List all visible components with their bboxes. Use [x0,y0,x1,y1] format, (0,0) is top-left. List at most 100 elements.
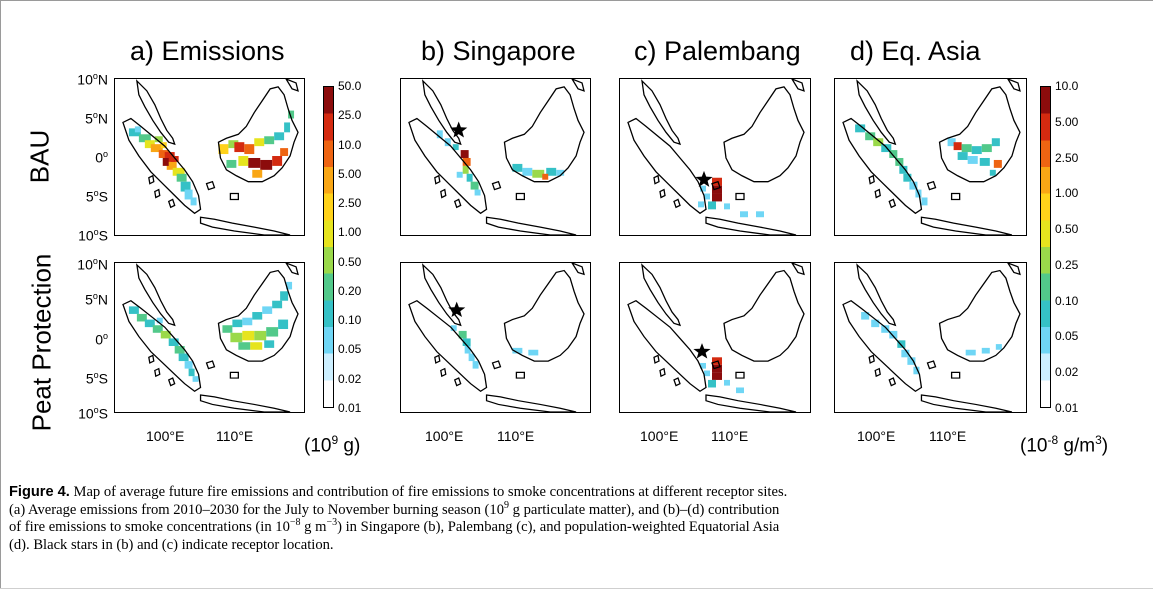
fire-cell [166,161,177,170]
fire-cell [957,152,968,160]
coastline [421,263,462,327]
fire-cell [136,313,147,322]
coastline [571,79,585,92]
fire-cell [740,211,748,218]
coastline [515,192,525,201]
coastline [205,180,216,191]
fire-cell [174,345,185,354]
fire-cell [128,128,141,137]
coastline [167,377,176,387]
fire-cell [708,379,716,388]
fire-cell [444,138,451,147]
map-palembang-peat [619,262,811,413]
coastline [950,192,961,201]
coastline [705,216,797,235]
fire-cell [436,130,443,139]
fire-cell [909,181,918,190]
fire-cell [873,138,884,147]
coastline [1007,263,1021,276]
fire-cell [897,340,906,348]
coastline [711,360,721,370]
coastline [217,269,299,362]
fire-cell [546,167,557,176]
map-singapore-bau [400,78,591,236]
fire-cell [462,165,469,174]
coastline [938,269,1021,362]
fire-cell [266,327,279,337]
coastline [791,79,805,92]
coastline [735,192,745,201]
coastline [503,86,585,183]
map-eq-asia-bau [834,78,1027,236]
fire-cell [260,159,273,170]
colorbar-tick-label: 0.10 [1055,293,1079,308]
fire-cell [280,148,289,157]
fire-cell [512,347,523,354]
lat-label-10s-bottom: 10oS [78,405,108,422]
fire-cell [228,140,239,149]
fire-cell [248,157,261,168]
coastline [491,180,502,191]
map-eq-asia-peat [834,262,1027,413]
fire-cell [528,349,539,356]
coastline [641,263,682,327]
lat-label-5n-bottom: 5oN [85,291,108,308]
fire-cell [947,138,956,147]
colorbar-tick-label: 2.50 [1055,150,1079,165]
lat-label-5n-top: 5oN [85,110,108,127]
title-eq-asia: d) Eq. Asia [850,36,981,66]
coastline [673,198,681,209]
coastline [926,180,937,191]
fire-cell [889,150,898,158]
coastline [874,188,881,199]
fire-cell [881,325,890,333]
coastline [723,86,805,183]
colorbar-tick-label: 0.01 [1055,401,1079,415]
fire-cell [184,189,193,200]
fire-cell [871,319,880,328]
fire-cell [855,124,866,133]
fire-cell [250,342,263,350]
row-label-bau: BAU [24,129,55,184]
colorbar-concentration-unit: (10-8 g/m3) [1020,433,1109,457]
fire-cell [262,306,273,314]
fire-cell [244,144,255,155]
coastline [485,394,577,412]
fire-cell [178,353,189,362]
coastline [711,180,721,191]
colorbar-concentration [1040,86,1051,408]
coastline [1007,79,1021,92]
fire-cell [158,150,169,158]
fire-cell [712,364,722,373]
colorbar-tick-label: 1.00 [1055,186,1079,201]
colorbar-tick-label: 5.00 [338,166,362,181]
colorbar-tick-label: 1.00 [338,225,362,240]
fire-cell [712,193,722,202]
fire-cell [222,325,233,333]
figure-frame-top [0,0,1153,1]
fire-cell [232,319,243,328]
fire-cell [172,167,185,176]
fire-cell [981,347,990,354]
coastline [199,216,291,235]
colorbar-tick-label: 5.00 [1055,114,1079,129]
fire-cell [464,345,471,354]
receptor-star-icon [448,301,466,318]
colorbar-tick-label: 0.10 [338,313,362,328]
fire-cell [865,132,876,141]
lat-label-5s-bottom: 5oS [85,370,108,387]
fire-cell [168,338,179,346]
fire-cell [150,144,163,153]
fire-cell [452,144,459,151]
map-emissions-peat [114,262,305,413]
fire-cell [180,181,191,192]
fire-cell [226,159,237,168]
colorbar-tick-label: 10.0 [338,137,362,152]
coastline [705,394,797,412]
fire-cell [708,201,716,210]
coastline [453,377,462,387]
fire-cell [889,330,898,339]
fire-cell [192,376,199,382]
fire-cell [913,366,920,375]
lat-label-10n-bottom: 10oN [77,256,108,273]
